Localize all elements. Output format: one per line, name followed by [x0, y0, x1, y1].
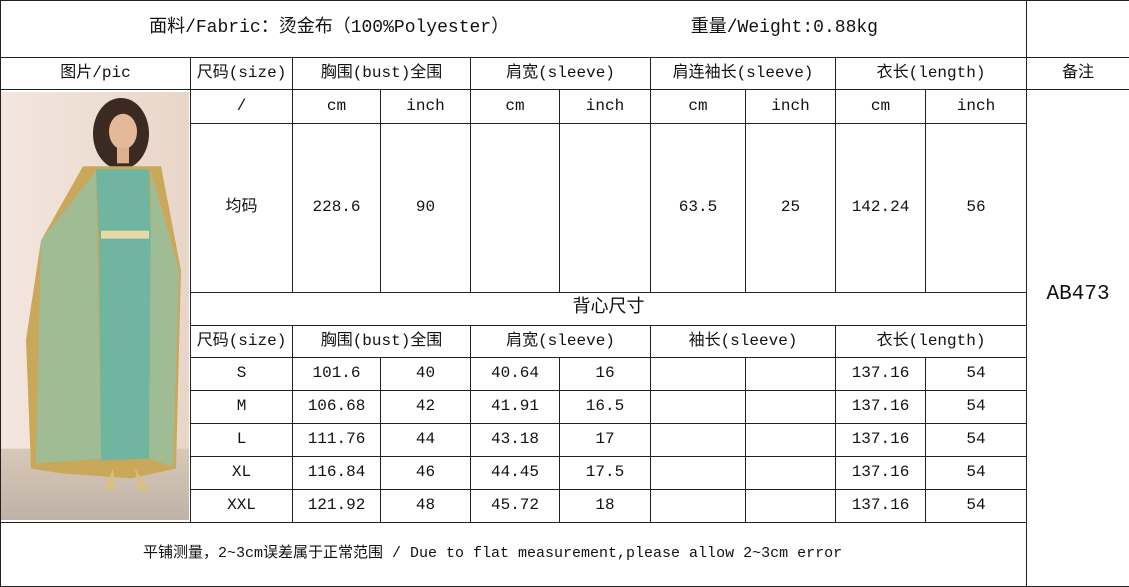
vest-col-length: 衣长(length)	[834, 325, 1028, 358]
shoulder-inch	[559, 123, 651, 293]
bust-cm: 106.68	[292, 390, 381, 424]
size: L	[190, 423, 293, 457]
length-cm: 137.16	[835, 456, 926, 490]
sleeve-cm	[650, 390, 746, 424]
col-remark: 备注	[1026, 57, 1129, 90]
length-inch: 54	[924, 390, 1028, 424]
bust-cm: 111.76	[292, 423, 381, 457]
vest-col-bust: 胸围(bust)全围	[292, 325, 471, 358]
vest-col-sleeve: 袖长(sleeve)	[650, 325, 836, 358]
fabric-info: 面料/Fabric：烫金布（100%Polyester）	[149, 18, 510, 39]
length-inch: 54	[924, 489, 1028, 523]
unit-cm: cm	[835, 89, 926, 124]
sleeve-inch	[745, 357, 836, 391]
vest-col-size: 尺码(size)	[190, 325, 293, 358]
unit-inch: inch	[924, 89, 1028, 124]
bust-cm: 116.84	[292, 456, 381, 490]
shoulder-inch: 17.5	[559, 456, 651, 490]
bust-cm: 121.92	[292, 489, 381, 523]
bust-inch: 42	[380, 390, 471, 424]
sleeve-inch: 25	[745, 123, 836, 293]
col-raglan-sleeve: 肩连袖长(sleeve)	[650, 57, 836, 90]
sleeve-cm	[650, 357, 746, 391]
length-cm: 137.16	[835, 489, 926, 523]
sleeve-inch	[745, 489, 836, 523]
bust-inch: 40	[380, 357, 471, 391]
size: XXL	[190, 489, 293, 523]
bust-cm: 228.6	[292, 123, 381, 293]
col-size: 尺码(size)	[190, 57, 293, 90]
unit-cm: cm	[292, 89, 381, 124]
vest-size-row: L 111.76 44 43.18 17 137.16 54	[1, 423, 1129, 457]
sleeve-inch	[745, 390, 836, 424]
product-code: AB473	[1046, 283, 1110, 306]
size: XL	[190, 456, 293, 490]
col-shoulder: 肩宽(sleeve)	[470, 57, 651, 90]
bust-cm: 101.6	[292, 357, 381, 391]
unit-inch: inch	[745, 89, 836, 124]
size: S	[190, 357, 293, 391]
bust-inch: 48	[380, 489, 471, 523]
length-cm: 142.24	[835, 123, 926, 293]
unit-cm: cm	[470, 89, 560, 124]
sleeve-inch	[745, 456, 836, 490]
weight-info: 重量/Weight:0.88kg	[690, 18, 878, 39]
footer-note: 平铺测量，2~3cm误差属于正常范围 / Due to flat measure…	[0, 522, 1028, 587]
shoulder-cm: 40.64	[470, 357, 560, 391]
product-photo	[0, 89, 191, 523]
size-label: 均码	[190, 123, 293, 293]
fabric-weight-row: 面料/Fabric：烫金布（100%Polyester） 重量/Weight:0…	[0, 0, 1028, 58]
sleeve-inch	[745, 423, 836, 457]
vest-size-row: S 101.6 40 40.64 16 137.16 54	[1, 357, 1129, 391]
length-cm: 137.16	[835, 357, 926, 391]
one-size-row: 均码 228.6 90 63.5 25 142.24 56	[1, 123, 1129, 293]
length-inch: 56	[924, 123, 1028, 293]
col-length: 衣长(length)	[834, 57, 1028, 90]
shoulder-cm: 44.45	[470, 456, 560, 490]
unit-slash: /	[190, 89, 293, 124]
shoulder-inch: 16	[559, 357, 651, 391]
col-bust: 胸围(bust)全围	[292, 57, 471, 90]
shoulder-cm: 41.91	[470, 390, 560, 424]
vest-title: 背心尺寸	[189, 292, 1028, 326]
length-cm: 137.16	[835, 390, 926, 424]
shoulder-cm: 43.18	[470, 423, 560, 457]
sleeve-cm	[650, 456, 746, 490]
unit-cm: cm	[650, 89, 746, 124]
shoulder-cm	[470, 123, 560, 293]
sleeve-cm: 63.5	[650, 123, 746, 293]
bust-inch: 44	[380, 423, 471, 457]
vest-size-row: XXL 121.92 48 45.72 18 137.16 54	[1, 489, 1129, 523]
bust-inch: 90	[380, 123, 471, 293]
bust-inch: 46	[380, 456, 471, 490]
unit-inch: inch	[380, 89, 471, 124]
remark-cell: AB473	[1026, 89, 1129, 587]
sleeve-cm	[650, 489, 746, 523]
vest-col-shoulder: 肩宽(sleeve)	[470, 325, 651, 358]
shoulder-inch: 18	[559, 489, 651, 523]
sleeve-cm	[650, 423, 746, 457]
col-pic: 图片/pic	[0, 57, 191, 90]
size: M	[190, 390, 293, 424]
unit-inch: inch	[559, 89, 651, 124]
shoulder-cm: 45.72	[470, 489, 560, 523]
shoulder-inch: 16.5	[559, 390, 651, 424]
length-cm: 137.16	[835, 423, 926, 457]
length-inch: 54	[924, 357, 1028, 391]
shoulder-inch: 17	[559, 423, 651, 457]
blank-cell	[1026, 0, 1129, 58]
length-inch: 54	[924, 456, 1028, 490]
length-inch: 54	[924, 423, 1028, 457]
